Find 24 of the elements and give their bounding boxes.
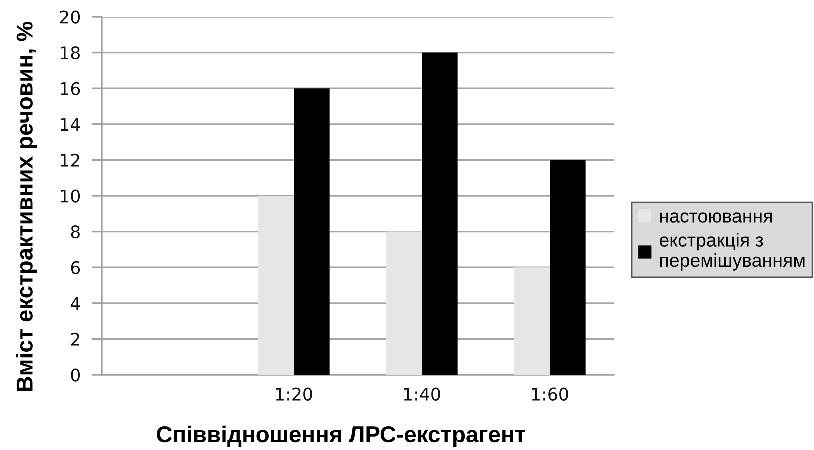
y-tick-label: 6 (71, 261, 80, 274)
y-tick-label: 0 (71, 368, 80, 382)
x-axis-title: Співвідношення ЛРС-екстрагент (157, 426, 526, 448)
y-tick-label: 10 (60, 190, 80, 203)
y-tick-label: 2 (71, 332, 80, 346)
y-axis-title: Вміст екстрактивних речовин, % (16, 22, 38, 392)
legend-label: настоювання (660, 212, 772, 223)
bar (422, 52, 458, 375)
legend-label: екстракція з перемішуванням (660, 233, 805, 271)
y-tick-label: 16 (60, 82, 80, 96)
y-tick-label: 14 (60, 118, 80, 131)
y-tick-label: 18 (60, 46, 80, 60)
y-tick-label: 8 (71, 226, 80, 239)
y-tick-label: 20 (60, 10, 80, 24)
bar (386, 232, 422, 375)
bar (514, 268, 550, 375)
y-tick-label: 12 (60, 154, 80, 167)
x-tick-label: 1:40 (404, 388, 440, 401)
bar (258, 196, 294, 375)
y-tick-label: 4 (70, 297, 80, 310)
x-tick-label: 1:20 (276, 388, 312, 401)
bar (294, 88, 330, 375)
x-tick-label: 1:60 (532, 388, 568, 401)
bar (550, 160, 586, 375)
